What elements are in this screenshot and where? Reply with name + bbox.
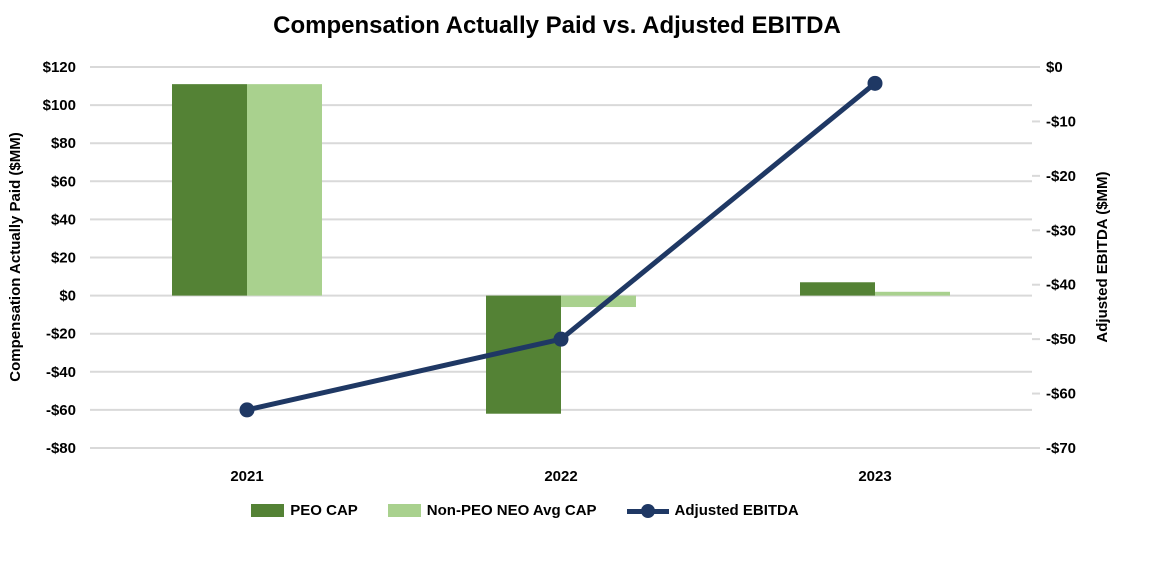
- legend-label: PEO CAP: [290, 502, 358, 519]
- bar-peo-cap: [172, 84, 247, 296]
- right-axis-title: Adjusted EBITDA ($MM): [1094, 171, 1111, 343]
- left-axis-tick-label: $120: [43, 59, 76, 76]
- bar-non-peo-neo-avg-cap: [247, 84, 322, 296]
- adjusted-ebitda-marker: [239, 402, 255, 418]
- left-axis-tick-label: $60: [51, 173, 76, 190]
- non-peo-neo-avg-cap-swatch-icon: [387, 504, 421, 517]
- x-axis-label: 2022: [544, 468, 577, 485]
- adjusted-ebitda-line-marker-icon: [626, 503, 669, 518]
- x-axis-label: 2023: [858, 468, 891, 485]
- left-axis-tick-label: -$80: [46, 440, 76, 457]
- chart-title: Compensation Actually Paid vs. Adjusted …: [273, 12, 841, 39]
- left-axis-tick-label: $0: [59, 288, 76, 305]
- left-axis-tick-label: $80: [51, 135, 76, 152]
- peo-cap-swatch-icon: [251, 504, 285, 517]
- right-axis-tick-label: -$70: [1046, 440, 1076, 457]
- left-axis-tick-label: $40: [51, 211, 76, 228]
- right-axis-tick-label: -$40: [1046, 277, 1076, 294]
- legend-label: Adjusted EBITDA: [674, 502, 799, 519]
- plot-area: $120 $100 $80 $60 $40 $20 $0 -$20 -$40 -$60 -$80 $0…: [43, 59, 1076, 485]
- right-axis-tick-label: -$60: [1046, 386, 1076, 403]
- legend-item-peo-cap: PEO CAP: [251, 502, 358, 519]
- right-axis-tick-label: -$30: [1046, 222, 1076, 239]
- bar-non-peo-neo-avg-cap: [561, 295, 636, 308]
- right-axis-tick-label: -$20: [1046, 168, 1076, 185]
- left-axis-tick-label: -$40: [46, 364, 76, 381]
- left-axis-title: Compensation Actually Paid ($MM): [7, 132, 24, 382]
- bar-peo-cap: [800, 282, 875, 296]
- legend: PEO CAP Non-PEO NEO Avg CAP Adjusted EBI…: [0, 502, 1050, 519]
- right-axis-tick-label: -$10: [1046, 113, 1076, 130]
- left-axis-tick-label: -$20: [46, 326, 76, 343]
- left-axis-tick-label: -$60: [46, 402, 76, 419]
- legend-item-non-peo-neo-avg-cap: Non-PEO NEO Avg CAP: [387, 502, 597, 519]
- x-axis-label: 2021: [230, 468, 263, 485]
- left-axis-tick-label: $20: [51, 250, 76, 267]
- bar-non-peo-neo-avg-cap: [875, 291, 950, 296]
- right-axis-tick-label: -$50: [1046, 331, 1076, 348]
- adjusted-ebitda-marker: [553, 331, 569, 347]
- left-axis-tick-label: $100: [43, 97, 76, 114]
- legend-label: Non-PEO NEO Avg CAP: [426, 502, 597, 519]
- right-axis-tick-label: $0: [1046, 59, 1063, 76]
- legend-item-adjusted-ebitda: Adjusted EBITDA: [626, 502, 799, 519]
- adjusted-ebitda-marker: [867, 75, 883, 91]
